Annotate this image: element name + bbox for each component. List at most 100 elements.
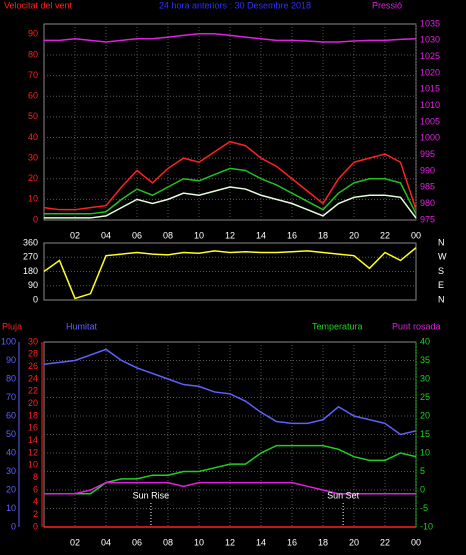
y-tick-label: 360 — [23, 237, 38, 247]
y3-tick-label: 2 — [33, 509, 38, 519]
y3-tick-label: 28 — [28, 349, 38, 359]
y2-tick-label: 975 — [420, 214, 435, 224]
y-tick-label: 60 — [28, 91, 38, 101]
x-tick-label: 04 — [101, 537, 111, 547]
x-tick-label: 16 — [287, 537, 297, 547]
y-tick-label: 0 — [33, 214, 38, 224]
legend-label: Pluja — [2, 321, 22, 331]
y3-tick-label: 10 — [28, 460, 38, 470]
y2-tick-label: -5 — [420, 503, 428, 513]
x-tick-label: 08 — [163, 230, 173, 240]
pressure-axis-title: Pressió — [372, 0, 402, 10]
legend-label: Punt rosada — [392, 321, 441, 331]
y3-tick-label: 24 — [28, 373, 38, 383]
y2-tick-label: 0 — [420, 484, 425, 494]
legend-label: Humitat — [66, 321, 98, 331]
legend-label: Temperatura — [312, 321, 363, 331]
y2-tick-label: 25 — [420, 392, 430, 402]
series-line — [43, 348, 417, 436]
x-tick-label: 02 — [70, 230, 80, 240]
y3-tick-label: 16 — [28, 423, 38, 433]
y-tick-label: 50 — [6, 429, 16, 439]
y-tick-label: 30 — [28, 152, 38, 162]
y2-tick-label: N — [438, 237, 445, 247]
y-tick-label: 20 — [28, 173, 38, 183]
y-tick-label: 270 — [23, 252, 38, 262]
y3-tick-label: 0 — [33, 521, 38, 531]
y-tick-label: 100 — [1, 336, 16, 346]
y-tick-label: 30 — [6, 466, 16, 476]
y-tick-label: 10 — [6, 503, 16, 513]
y-tick-label: 80 — [28, 49, 38, 59]
x-tick-label: 20 — [349, 230, 359, 240]
x-tick-label: 18 — [318, 230, 328, 240]
y-tick-label: 40 — [28, 132, 38, 142]
y-tick-label: 180 — [23, 266, 38, 276]
y-tick-label: 10 — [28, 194, 38, 204]
y2-tick-label: 990 — [420, 165, 435, 175]
y3-tick-label: 26 — [28, 361, 38, 371]
x-tick-label: 18 — [318, 537, 328, 547]
y-tick-label: 90 — [6, 355, 16, 365]
y-tick-label: 0 — [33, 294, 38, 304]
chart-title: 24 hora anteriors : 30 Desembre 2018 — [159, 0, 311, 10]
y2-tick-label: 1035 — [420, 18, 440, 28]
series-line — [43, 140, 417, 211]
y2-tick-label: N — [438, 294, 445, 304]
y3-tick-label: 4 — [33, 497, 38, 507]
y2-tick-label: 1025 — [420, 51, 440, 61]
y2-tick-label: 980 — [420, 198, 435, 208]
x-tick-label: 20 — [349, 537, 359, 547]
y-tick-label: 0 — [11, 521, 16, 531]
x-tick-label: 12 — [225, 230, 235, 240]
y-tick-label: 80 — [6, 373, 16, 383]
x-tick-label: 10 — [194, 230, 204, 240]
y2-tick-label: 15 — [420, 429, 430, 439]
y3-tick-label: 6 — [33, 484, 38, 494]
y2-tick-label: 1015 — [420, 84, 440, 94]
x-tick-label: 14 — [256, 537, 266, 547]
x-tick-label: 08 — [163, 537, 173, 547]
y-tick-label: 90 — [28, 29, 38, 39]
x-tick-label: 04 — [101, 230, 111, 240]
y2-tick-label: 1020 — [420, 67, 440, 77]
y-tick-label: 50 — [28, 111, 38, 121]
y-tick-label: 20 — [6, 484, 16, 494]
x-tick-label: 14 — [256, 230, 266, 240]
x-tick-label: 00 — [411, 537, 421, 547]
x-tick-label: 06 — [132, 537, 142, 547]
y2-tick-label: W — [438, 252, 447, 262]
y3-tick-label: 8 — [33, 472, 38, 482]
y-tick-label: 70 — [28, 70, 38, 80]
x-tick-label: 06 — [132, 230, 142, 240]
y3-tick-label: 14 — [28, 435, 38, 445]
y2-tick-label: 10 — [420, 447, 430, 457]
y2-tick-label: E — [438, 280, 444, 290]
series-line — [44, 481, 416, 495]
series-line — [44, 167, 417, 215]
series-line — [43, 247, 417, 300]
series-line — [44, 33, 417, 43]
y2-tick-label: 1000 — [420, 133, 440, 143]
y2-tick-label: 1010 — [420, 100, 440, 110]
y3-tick-label: 30 — [28, 336, 38, 346]
annotation-label: Sun Set — [327, 490, 360, 500]
y2-tick-label: 40 — [420, 336, 430, 346]
y2-tick-label: 5 — [420, 466, 425, 476]
y2-tick-label: S — [438, 266, 444, 276]
x-tick-label: 02 — [70, 537, 80, 547]
y2-tick-label: 30 — [420, 373, 430, 383]
y3-tick-label: 20 — [28, 398, 38, 408]
y-tick-label: 40 — [6, 447, 16, 457]
wind-axis-title: Velocitat del vent — [4, 0, 73, 10]
y2-tick-label: 35 — [420, 355, 430, 365]
y-tick-label: 60 — [6, 410, 16, 420]
y2-tick-label: 20 — [420, 410, 430, 420]
y3-tick-label: 12 — [28, 447, 38, 457]
series-line — [44, 186, 417, 219]
x-tick-label: 22 — [380, 537, 390, 547]
x-tick-label: 00 — [411, 230, 421, 240]
y3-tick-label: 18 — [28, 410, 38, 420]
